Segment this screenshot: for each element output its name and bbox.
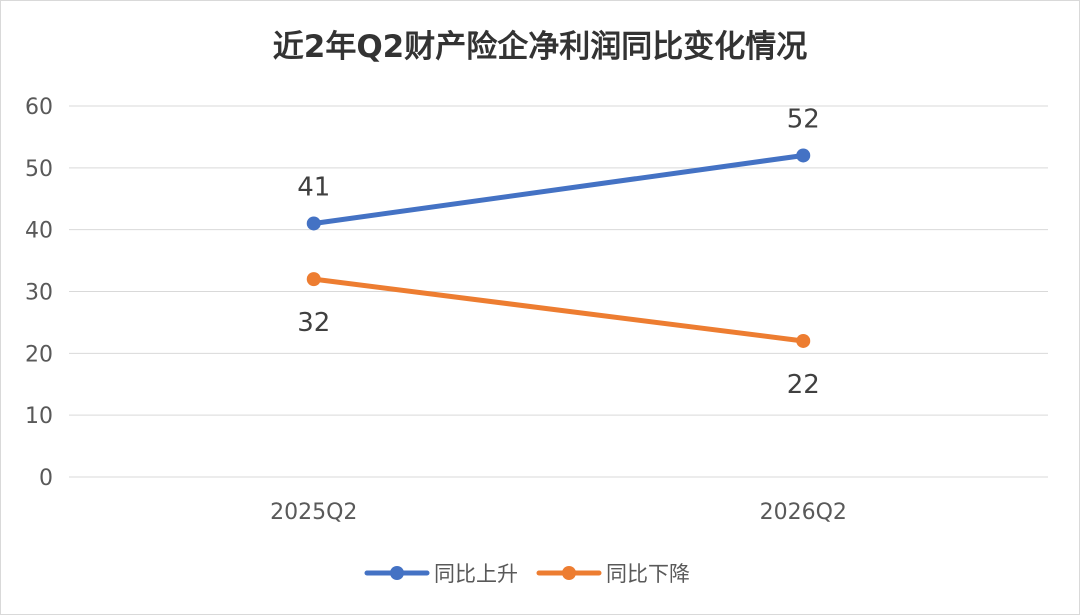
data-point — [796, 333, 811, 348]
legend-label: 同比上升 — [434, 562, 518, 586]
legend-item: 同比上升 — [364, 562, 518, 586]
data-point — [306, 216, 321, 231]
y-tick-label: 60 — [25, 95, 53, 120]
legend: 同比上升 同比下降 — [364, 562, 690, 586]
y-tick-label: 50 — [25, 157, 53, 182]
x-axis: 2025Q2 2026Q2 — [270, 500, 847, 525]
y-tick-label: 10 — [25, 404, 53, 429]
data-point — [306, 272, 321, 287]
data-label: 32 — [297, 308, 330, 338]
series-layer — [306, 148, 811, 348]
data-label: 41 — [297, 172, 330, 202]
legend-marker — [562, 566, 576, 580]
y-axis: 0 10 20 30 40 50 60 — [25, 95, 53, 491]
data-point — [796, 148, 811, 163]
data-label: 52 — [787, 104, 820, 134]
y-tick-label: 20 — [25, 342, 53, 367]
x-tick-label: 2026Q2 — [760, 500, 847, 525]
legend-label: 同比下降 — [606, 562, 690, 586]
data-labels: 41 52 32 22 — [297, 104, 820, 400]
chart-title: 近2年Q2财产险企净利润同比变化情况 — [273, 29, 808, 65]
legend-marker — [390, 566, 404, 580]
legend-item: 同比下降 — [536, 562, 690, 586]
series-line — [311, 152, 806, 226]
y-tick-label: 30 — [25, 281, 53, 306]
data-label: 22 — [787, 370, 820, 400]
y-tick-label: 40 — [25, 219, 53, 244]
series-line — [311, 276, 806, 344]
x-tick-label: 2025Q2 — [270, 500, 357, 525]
y-tick-label: 0 — [39, 466, 53, 491]
gridlines — [69, 105, 1048, 478]
